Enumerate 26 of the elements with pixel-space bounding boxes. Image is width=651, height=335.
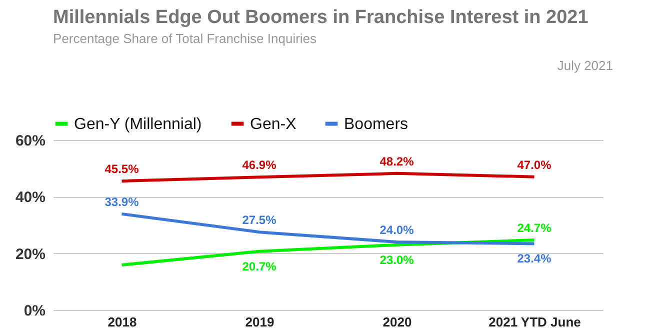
data-label: 20.7%: [242, 259, 277, 274]
y-tick-label: 60%: [15, 132, 46, 150]
y-tick-label: 0%: [24, 302, 46, 320]
data-label: 23.0%: [380, 252, 414, 267]
data-label: 47.0%: [517, 158, 552, 172]
text: July 2021: [557, 58, 613, 73]
chart-subtitle: Percentage Share of Total Franchise Inquiries: [53, 31, 318, 46]
data-label: 24.7%: [517, 221, 552, 236]
data-label: 23.4%: [517, 252, 552, 266]
legend-label: Gen-X: [250, 116, 297, 133]
x-tick-label: 2019: [245, 314, 274, 330]
x-tick-label: 2018: [108, 314, 137, 330]
y-tick-label: 20%: [15, 246, 46, 263]
legend-label: Boomers: [344, 116, 408, 133]
line-series: [120, 172, 536, 183]
data-label: 46.9%: [242, 158, 277, 172]
data-label: 45.5%: [104, 162, 140, 176]
data-label: 27.5%: [242, 213, 277, 228]
x-tick-label: 2020: [382, 314, 412, 330]
y-tick-label: 40%: [15, 189, 46, 206]
x-tick-label: 2021 YTD June: [488, 314, 581, 330]
legend-label: Gen-Y (Millennial): [74, 116, 202, 133]
data-label: 24.0%: [380, 223, 414, 237]
data-label: 48.2%: [380, 154, 414, 168]
data-label: 33.9%: [104, 194, 140, 209]
chart-title: Millennials Edge Out Boomers in Franchise Interest in 2021: [53, 7, 589, 28]
